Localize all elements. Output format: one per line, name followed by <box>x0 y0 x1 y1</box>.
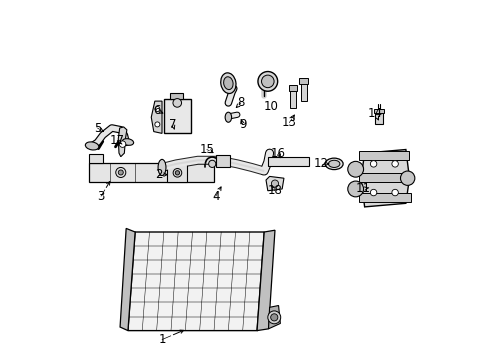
Circle shape <box>347 181 363 197</box>
Circle shape <box>155 107 160 112</box>
Polygon shape <box>360 149 408 207</box>
Text: 8: 8 <box>237 96 244 109</box>
Ellipse shape <box>158 159 165 176</box>
Ellipse shape <box>258 72 277 91</box>
Bar <box>267 157 308 166</box>
Circle shape <box>116 167 125 177</box>
Ellipse shape <box>224 112 231 122</box>
Text: 10: 10 <box>264 100 278 113</box>
Circle shape <box>400 171 414 185</box>
Circle shape <box>271 180 278 187</box>
Text: 18: 18 <box>267 184 282 197</box>
Ellipse shape <box>220 73 236 94</box>
Ellipse shape <box>122 139 133 145</box>
Circle shape <box>369 189 376 196</box>
Polygon shape <box>118 127 126 157</box>
Text: 2: 2 <box>154 168 162 181</box>
Circle shape <box>155 122 160 127</box>
Text: 7: 7 <box>169 118 176 131</box>
Text: 3: 3 <box>97 190 104 203</box>
Text: 5: 5 <box>94 122 101 135</box>
Circle shape <box>175 171 179 175</box>
Circle shape <box>208 160 215 167</box>
Text: 12: 12 <box>313 157 328 170</box>
Text: 1: 1 <box>158 333 165 346</box>
Bar <box>375 111 382 125</box>
Circle shape <box>173 99 181 107</box>
Circle shape <box>347 161 363 177</box>
Bar <box>373 109 383 113</box>
Polygon shape <box>88 154 102 163</box>
Bar <box>359 151 408 160</box>
Polygon shape <box>151 101 162 134</box>
Polygon shape <box>120 228 135 330</box>
Circle shape <box>391 161 398 167</box>
Bar <box>215 155 230 167</box>
Bar <box>163 99 190 134</box>
Polygon shape <box>128 232 264 330</box>
Text: 15: 15 <box>199 143 214 156</box>
Text: 6: 6 <box>153 104 160 117</box>
Text: 4: 4 <box>212 190 219 203</box>
Text: 14: 14 <box>367 107 382 120</box>
Circle shape <box>391 189 398 196</box>
Ellipse shape <box>328 160 339 167</box>
Ellipse shape <box>223 77 233 90</box>
Ellipse shape <box>261 75 274 87</box>
Ellipse shape <box>325 158 343 170</box>
Bar <box>167 164 187 182</box>
Text: 11: 11 <box>355 183 369 195</box>
Bar <box>300 83 306 101</box>
Circle shape <box>267 311 280 324</box>
Bar <box>88 163 214 182</box>
Ellipse shape <box>85 142 99 150</box>
Bar <box>288 85 297 91</box>
Text: 17: 17 <box>109 134 124 147</box>
Polygon shape <box>268 306 280 329</box>
Circle shape <box>173 168 182 177</box>
Polygon shape <box>257 230 274 330</box>
Text: 9: 9 <box>239 118 246 131</box>
Bar <box>289 90 295 108</box>
Circle shape <box>270 314 277 321</box>
Text: 16: 16 <box>270 147 285 159</box>
Circle shape <box>119 141 125 147</box>
Bar <box>359 173 408 182</box>
Circle shape <box>369 161 376 167</box>
Circle shape <box>118 170 123 175</box>
Bar <box>170 93 183 99</box>
Bar <box>299 78 307 84</box>
Polygon shape <box>265 176 284 191</box>
Bar <box>359 193 410 202</box>
Text: 13: 13 <box>281 116 296 129</box>
